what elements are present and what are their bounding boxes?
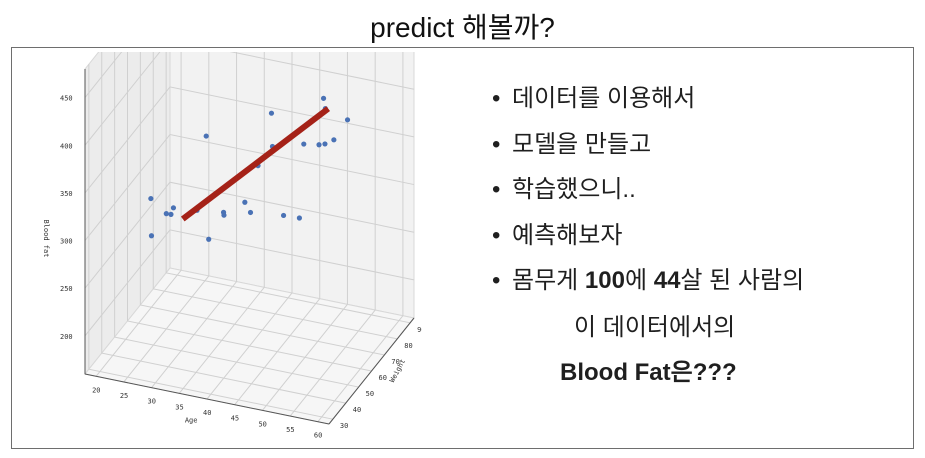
x-tick-label: 45: [231, 415, 239, 423]
data-point: [170, 205, 177, 211]
continuation-line-2: Blood Fat은???: [560, 356, 737, 390]
bullet-list: • 데이터를 이용해서 • 모델을 만들고 • 학습했으니.. • 예측해보자 • 몸무게…: [490, 82, 910, 310]
data-point: [148, 195, 154, 202]
data-point: [280, 212, 287, 219]
y-tick-label: 80: [404, 342, 412, 350]
x-tick-label: 60: [314, 432, 322, 440]
z-gridline: [84, 52, 123, 98]
x-tick-label: 40: [203, 409, 211, 417]
data-point: [163, 211, 169, 217]
y-tick-label: 30: [340, 422, 348, 430]
z-gridline: [84, 181, 415, 289]
z-tick-label: 450: [60, 95, 73, 103]
data-point: [331, 137, 337, 143]
y-gridline: [88, 64, 333, 420]
y-gridline: [101, 52, 346, 404]
x-gridline: [317, 52, 404, 423]
data-point: [148, 233, 155, 239]
x-gridline: [289, 52, 376, 417]
y-tick-label: 70: [391, 358, 399, 366]
x-gridline: [262, 52, 348, 411]
continuation-line: 이 데이터에서의: [574, 314, 736, 341]
bullet-dot: •: [492, 221, 501, 249]
content-frame: [11, 47, 914, 449]
x-gridline: [123, 52, 210, 383]
regression-line: [180, 106, 331, 222]
data-point: [206, 236, 212, 242]
bullet-item: • 모델을 만들고: [490, 128, 910, 162]
data-point: [344, 117, 351, 123]
z-tick-label: 200: [60, 333, 73, 341]
x-gridline: [206, 52, 293, 400]
y-tick-label: 60: [379, 374, 387, 382]
data-point: [316, 142, 322, 148]
bullet-dot: •: [492, 130, 501, 158]
bullet-text: 모델을 만들고: [512, 130, 652, 158]
data-point: [221, 212, 227, 218]
x-axis-label: Age: [185, 416, 198, 424]
data-point: [247, 209, 254, 216]
z-gridline: [84, 52, 415, 146]
data-point: [242, 199, 248, 205]
bullet-text-part: 에: [624, 267, 654, 294]
y-tick-label: 40: [353, 406, 361, 414]
scatter-3d-chart: 20 25 30 35 40 45 50 55 60 30 40 50 60 70 80 90 200 250 30…: [22, 52, 422, 446]
bullet-text: 학습했으니..: [512, 176, 636, 203]
z-tick-label: 250: [60, 285, 73, 293]
data-point: [296, 215, 303, 221]
z-gridline: [84, 134, 415, 241]
x-tick-label: 20: [92, 386, 100, 394]
data-point: [301, 141, 307, 147]
bullet-item: • 학습했으니..: [490, 173, 910, 207]
x-tick-label: 30: [148, 398, 156, 406]
z-gridline: [84, 229, 415, 337]
x-gridline: [178, 52, 265, 394]
y-axis-line: [328, 317, 415, 425]
x-axis-line: [84, 373, 330, 425]
bullet-item: • 예측해보자: [490, 219, 910, 253]
bullet-dot: •: [492, 267, 501, 294]
blood-fat-term: Blood Fat: [560, 359, 671, 386]
y-tick-label: 90: [417, 326, 422, 334]
data-point: [320, 95, 327, 101]
chart-svg: 20 25 30 35 40 45 50 55 60 30 40 50 60 70 80 90 200 250 30…: [42, 52, 422, 440]
age-value: 44: [653, 267, 681, 294]
bullet-dot: •: [492, 176, 501, 203]
x-gridline: [95, 52, 182, 377]
y-gridline: [127, 52, 372, 372]
y-gridline: [139, 52, 385, 356]
z-tick-label: 400: [60, 142, 73, 150]
x-gridline: [151, 52, 238, 388]
y-gridline: [114, 52, 359, 388]
x-tick-label: 25: [120, 392, 128, 400]
bullet-item: • 데이터를 이용해서: [490, 82, 910, 116]
bullet-dot: •: [492, 85, 501, 112]
z-tick-label: 300: [60, 238, 73, 246]
data-point: [203, 133, 209, 139]
bullet-item: • 몸무게 100에 44살 된 사람의: [490, 264, 910, 298]
z-tick-label: 350: [60, 190, 73, 198]
weight-value: 100: [584, 267, 625, 294]
x-tick-label: 50: [258, 420, 266, 428]
y-gridline: [165, 52, 411, 324]
data-point: [168, 211, 174, 217]
x-tick-label: 55: [286, 426, 294, 434]
bullet-text: 데이터를 이용해서: [512, 85, 696, 112]
continuation-suffix: 은???: [670, 359, 737, 386]
z-gridline: [84, 86, 415, 194]
data-point: [322, 141, 328, 147]
y-gridline: [152, 52, 398, 340]
bullet-text: 예측해보자: [512, 221, 623, 249]
z-axis-label: Blood fat: [42, 220, 50, 258]
x-gridline: [234, 52, 321, 405]
y-tick-label: 50: [366, 390, 374, 398]
x-tick-label: 35: [175, 403, 183, 411]
bullet-text-part: 몸무게: [512, 267, 585, 294]
slide-title: predict 해볼까?: [370, 12, 555, 43]
data-point: [268, 110, 275, 116]
bullet-text-part: 살 된 사람의: [680, 267, 805, 294]
